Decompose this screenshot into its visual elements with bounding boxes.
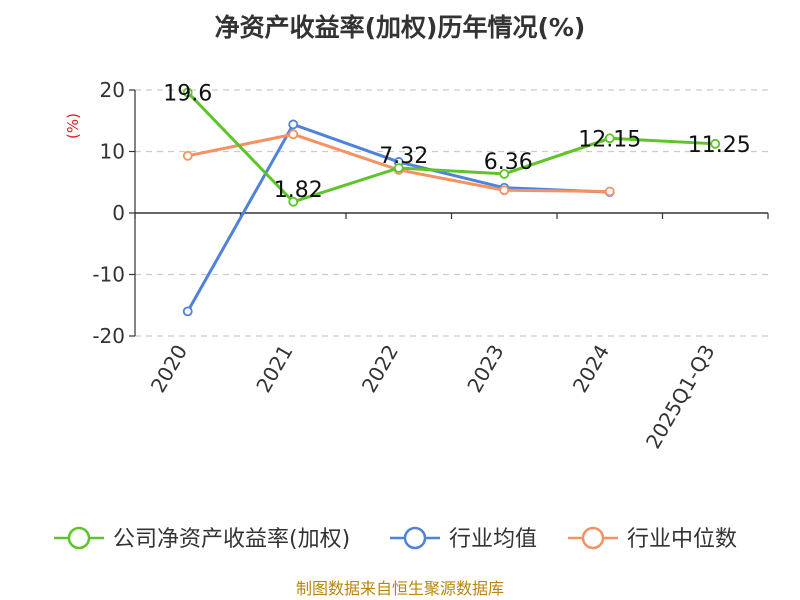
y-tick-label: 0 xyxy=(112,201,125,225)
data-point xyxy=(288,119,299,130)
data-point xyxy=(393,163,404,173)
y-tick-label: 10 xyxy=(100,140,125,164)
data-point xyxy=(182,306,193,317)
x-tick-label: 2021 xyxy=(251,341,297,397)
data-point xyxy=(604,133,615,144)
legend-label: 行业中位数 xyxy=(627,527,737,552)
x-tick-label: 2022 xyxy=(357,341,403,397)
x-tick-label: 2025Q1-Q3 xyxy=(641,341,720,453)
x-tick-label: 2024 xyxy=(568,341,614,397)
y-tick-label: 20 xyxy=(100,78,125,102)
data-label: 11.25 xyxy=(688,133,751,158)
data-point xyxy=(182,150,193,161)
legend: 公司净资产收益率(加权) 行业均值 行业中位数 xyxy=(54,526,737,552)
y-tick-label: -20 xyxy=(92,324,125,348)
legend-label: 公司净资产收益率(加权) xyxy=(113,527,350,552)
y-axis-label: (%) xyxy=(64,113,82,139)
data-label: 7.32 xyxy=(379,144,428,169)
axes: 20 10 0 -10 -20 2020 2021 2022 2023 2024 2025Q1-Q3 xyxy=(92,78,769,453)
data-label: 6.36 xyxy=(484,150,533,175)
data-point xyxy=(499,168,510,179)
data-point xyxy=(499,185,510,196)
data-point xyxy=(288,129,299,140)
data-label: 19.6 xyxy=(163,81,212,106)
data-label: 12.15 xyxy=(578,127,641,152)
legend-swatch-marker xyxy=(403,526,427,550)
data-point xyxy=(182,87,193,98)
chart-title: 净资产收益率(加权)历年情况(%) xyxy=(215,13,586,42)
x-tick-label: 2020 xyxy=(146,341,192,397)
source-note: 制图数据来自恒生聚源数据库 xyxy=(296,579,504,598)
legend-swatch-marker xyxy=(67,526,91,550)
legend-swatch-marker xyxy=(581,526,605,550)
data-point xyxy=(604,186,615,197)
data-point xyxy=(710,138,721,149)
data-label: 1.82 xyxy=(274,178,323,203)
data-point xyxy=(288,196,299,207)
data-labels: 19.6 1.82 7.32 6.36 12.15 11.25 xyxy=(163,81,750,202)
y-tick-label: -10 xyxy=(92,263,125,287)
series-line-0 xyxy=(186,91,716,204)
legend-label: 行业均值 xyxy=(449,527,537,552)
series-layer xyxy=(182,87,721,317)
x-tick-label: 2023 xyxy=(462,341,508,397)
